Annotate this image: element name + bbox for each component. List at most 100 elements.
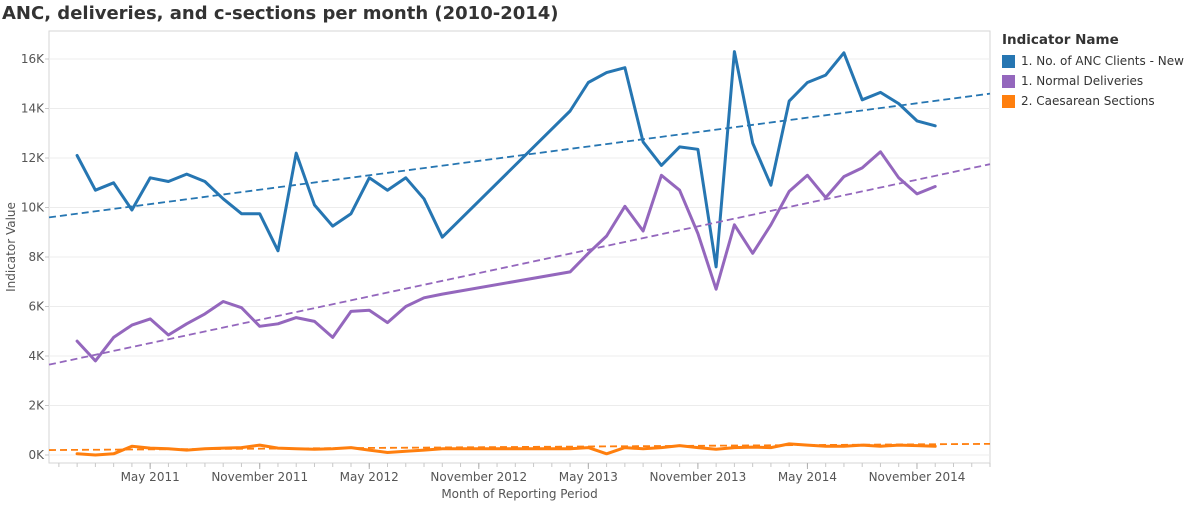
data-point xyxy=(76,340,79,343)
x-tick-label: November 2011 xyxy=(211,470,308,484)
data-point xyxy=(934,185,937,188)
data-point xyxy=(386,321,389,324)
data-point xyxy=(587,252,590,255)
data-point xyxy=(751,446,754,449)
data-point xyxy=(423,296,426,299)
data-point xyxy=(167,334,170,337)
data-point xyxy=(806,444,809,447)
x-tick-label: May 2011 xyxy=(121,470,180,484)
data-point xyxy=(441,236,444,239)
data-point xyxy=(624,205,627,208)
data-point xyxy=(76,154,79,157)
legend-item-caesarean-sections[interactable]: 2. Caesarean Sections xyxy=(1002,91,1184,111)
data-point xyxy=(861,98,864,101)
data-point xyxy=(642,447,645,450)
data-point xyxy=(404,176,407,179)
legend-swatch-normal-deliveries xyxy=(1002,74,1015,88)
data-point xyxy=(715,266,718,269)
data-point xyxy=(350,310,353,313)
data-point xyxy=(313,204,316,207)
y-tick-label: 14K xyxy=(21,102,45,116)
data-point xyxy=(258,212,261,215)
data-point xyxy=(258,444,261,447)
y-tick-label: 2K xyxy=(28,399,45,413)
data-point xyxy=(94,454,97,457)
data-point xyxy=(277,447,280,450)
legend-label-normal-deliveries: 1. Normal Deliveries xyxy=(1021,74,1144,88)
y-tick-label: 6K xyxy=(28,300,45,314)
data-point xyxy=(149,318,152,321)
data-point xyxy=(843,51,846,54)
data-point xyxy=(295,316,298,319)
data-point xyxy=(751,252,754,255)
data-point xyxy=(934,445,937,448)
data-point xyxy=(824,445,827,448)
data-point xyxy=(368,449,371,452)
data-point xyxy=(240,212,243,215)
data-point xyxy=(222,447,225,450)
legend-swatch-caesarean-sections xyxy=(1002,94,1015,108)
y-tick-label: 0K xyxy=(28,448,45,462)
data-point xyxy=(733,223,736,226)
data-point xyxy=(167,447,170,450)
data-point xyxy=(605,452,608,455)
series-line-0 xyxy=(75,50,937,269)
data-point xyxy=(167,180,170,183)
data-point xyxy=(788,190,791,193)
data-point xyxy=(404,305,407,308)
data-point xyxy=(916,444,919,447)
data-point xyxy=(295,152,298,155)
data-point xyxy=(350,212,353,215)
data-point xyxy=(569,110,572,113)
data-point xyxy=(806,81,809,84)
data-point xyxy=(295,447,298,450)
legend-item-anc[interactable]: 1. No. of ANC Clients - New xyxy=(1002,51,1184,71)
data-point xyxy=(131,324,134,327)
data-point xyxy=(277,322,280,325)
data-point xyxy=(715,448,718,451)
data-point xyxy=(331,447,334,450)
data-point xyxy=(441,447,444,450)
data-point xyxy=(204,180,207,183)
data-point xyxy=(770,223,773,226)
data-point xyxy=(423,449,426,452)
x-tick-label: November 2012 xyxy=(430,470,527,484)
chart-title: ANC, deliveries, and c-sections per mont… xyxy=(2,3,559,24)
x-tick-label: November 2013 xyxy=(649,470,746,484)
x-axis-title: Month of Reporting Period xyxy=(441,487,597,501)
y-axis-title: Indicator Value xyxy=(4,202,18,292)
data-point xyxy=(733,50,736,53)
data-point xyxy=(916,120,919,123)
data-point xyxy=(185,449,188,452)
data-point xyxy=(934,124,937,127)
data-point xyxy=(423,197,426,200)
data-point xyxy=(605,235,608,238)
data-point xyxy=(112,181,115,184)
data-point xyxy=(313,320,316,323)
data-point xyxy=(404,450,407,453)
x-tick-label: November 2014 xyxy=(869,470,966,484)
legend-title: Indicator Name xyxy=(1002,32,1119,48)
plot-area xyxy=(48,30,991,464)
legend-item-normal-deliveries[interactable]: 1. Normal Deliveries xyxy=(1002,71,1184,91)
y-tick-label: 10K xyxy=(21,201,45,215)
legend-label-caesarean-sections: 2. Caesarean Sections xyxy=(1021,94,1155,108)
data-point xyxy=(770,184,773,187)
data-point xyxy=(843,175,846,178)
data-point xyxy=(368,176,371,179)
data-point xyxy=(697,148,700,151)
data-point xyxy=(331,225,334,228)
data-point xyxy=(204,313,207,316)
trend-line-0 xyxy=(48,92,991,219)
x-tick-label: May 2014 xyxy=(778,470,837,484)
data-point xyxy=(277,249,280,252)
data-point xyxy=(222,197,225,200)
data-point xyxy=(660,174,663,177)
data-point xyxy=(697,232,700,235)
data-point xyxy=(879,445,882,448)
data-point xyxy=(149,176,152,179)
data-point xyxy=(587,81,590,84)
data-point xyxy=(204,447,207,450)
y-tick-label: 16K xyxy=(21,52,45,66)
data-point xyxy=(806,174,809,177)
